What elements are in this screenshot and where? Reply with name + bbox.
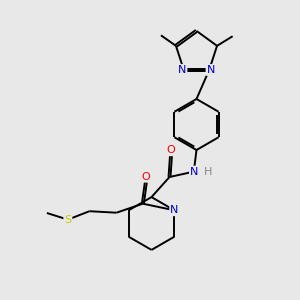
Text: O: O [167, 145, 176, 155]
Text: N: N [206, 65, 215, 75]
Text: N: N [190, 167, 198, 177]
Text: N: N [178, 65, 187, 75]
Text: O: O [142, 172, 150, 182]
Text: S: S [64, 214, 71, 225]
Text: N: N [170, 205, 178, 215]
Text: H: H [204, 167, 213, 177]
